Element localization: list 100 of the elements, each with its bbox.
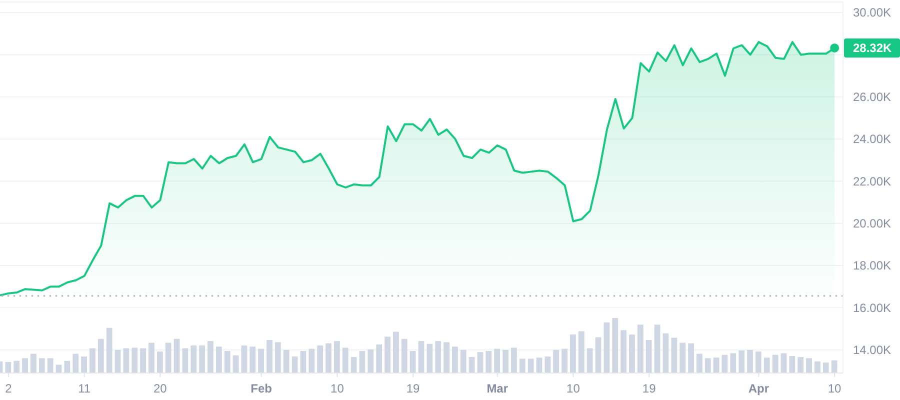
bar bbox=[350, 357, 357, 373]
x-tick-label: 10 bbox=[828, 382, 842, 396]
bar bbox=[182, 348, 188, 373]
bar bbox=[292, 356, 298, 373]
bar bbox=[14, 360, 20, 373]
bar bbox=[680, 342, 686, 373]
bar bbox=[704, 358, 711, 373]
bar bbox=[72, 354, 79, 373]
bar bbox=[410, 351, 416, 373]
bar bbox=[106, 328, 112, 373]
bar bbox=[494, 348, 500, 373]
bar bbox=[595, 337, 602, 373]
bar bbox=[165, 342, 172, 373]
y-tick-label: 16.00K bbox=[853, 300, 892, 315]
x-tick-label: 19 bbox=[642, 382, 656, 396]
x-tick-label: 19 bbox=[406, 382, 420, 396]
bar bbox=[5, 362, 12, 373]
bar bbox=[696, 354, 702, 373]
bar bbox=[713, 358, 720, 373]
bar bbox=[216, 346, 222, 373]
bar bbox=[688, 343, 694, 373]
bar bbox=[544, 356, 551, 373]
bar bbox=[620, 330, 627, 373]
bar bbox=[806, 358, 812, 373]
bar bbox=[570, 334, 576, 373]
bar bbox=[604, 322, 610, 373]
bar bbox=[477, 352, 484, 373]
bar bbox=[822, 362, 829, 373]
bar bbox=[64, 360, 70, 373]
bar bbox=[274, 342, 281, 373]
bar bbox=[654, 324, 660, 373]
bar bbox=[814, 361, 820, 373]
bar bbox=[772, 354, 778, 373]
x-tick-label: 20 bbox=[153, 382, 168, 396]
bar bbox=[224, 351, 230, 373]
bar bbox=[156, 352, 163, 373]
bar bbox=[384, 336, 390, 373]
bar bbox=[562, 348, 568, 373]
bar bbox=[334, 341, 340, 373]
bar bbox=[755, 352, 762, 373]
bar bbox=[789, 356, 796, 373]
bar bbox=[132, 348, 138, 373]
bar bbox=[38, 358, 45, 373]
bar bbox=[468, 357, 475, 373]
y-tick-label: 14.00K bbox=[853, 343, 892, 358]
bar bbox=[148, 342, 154, 373]
bar bbox=[831, 360, 838, 373]
bar bbox=[232, 355, 239, 373]
bar bbox=[47, 358, 54, 373]
bar bbox=[401, 338, 408, 373]
bar bbox=[536, 358, 542, 373]
bar bbox=[646, 340, 652, 373]
bar bbox=[578, 331, 584, 373]
bar bbox=[764, 358, 770, 373]
bar bbox=[519, 358, 526, 373]
bar bbox=[730, 353, 736, 373]
bar bbox=[114, 350, 121, 373]
y-tick-label: 26.00K bbox=[853, 90, 892, 104]
x-tick-label: Apr bbox=[748, 382, 770, 396]
x-tick-label: Mar bbox=[486, 382, 508, 396]
bar bbox=[258, 348, 264, 373]
bar bbox=[81, 356, 87, 373]
bar bbox=[376, 344, 382, 373]
bar bbox=[190, 346, 197, 373]
bar bbox=[553, 350, 560, 373]
x-tick-label: 10 bbox=[330, 382, 344, 396]
y-tick-label: 24.00K bbox=[853, 132, 892, 146]
bar bbox=[98, 338, 104, 373]
bar bbox=[199, 346, 206, 373]
bar bbox=[426, 344, 433, 373]
data-label: 28.32K bbox=[853, 41, 892, 56]
bar bbox=[612, 318, 618, 373]
bar bbox=[511, 348, 517, 373]
bar bbox=[368, 349, 374, 373]
y-tick-label: 22.00K bbox=[853, 174, 892, 188]
x-tick-label: 10 bbox=[566, 382, 580, 396]
bar bbox=[528, 358, 534, 373]
x-tick-label: 2 bbox=[5, 382, 12, 396]
bar bbox=[452, 346, 458, 373]
bar bbox=[326, 343, 332, 373]
bar bbox=[502, 350, 508, 373]
bar bbox=[392, 332, 399, 373]
bar bbox=[738, 350, 745, 373]
bar bbox=[460, 350, 466, 373]
bar bbox=[780, 353, 787, 373]
x-tick-label: Feb bbox=[250, 382, 272, 396]
bar bbox=[317, 346, 324, 373]
bar bbox=[123, 348, 130, 373]
x-tick-label: 11 bbox=[78, 382, 91, 396]
bar bbox=[266, 340, 272, 373]
bar bbox=[444, 342, 450, 373]
bar bbox=[308, 348, 315, 373]
bar bbox=[671, 338, 678, 373]
bar bbox=[586, 348, 593, 373]
bar bbox=[798, 357, 804, 373]
bar bbox=[342, 348, 348, 373]
bar bbox=[359, 351, 366, 373]
bar bbox=[174, 338, 180, 373]
y-tick-label: 30.00K bbox=[853, 6, 892, 20]
bar bbox=[241, 346, 248, 373]
